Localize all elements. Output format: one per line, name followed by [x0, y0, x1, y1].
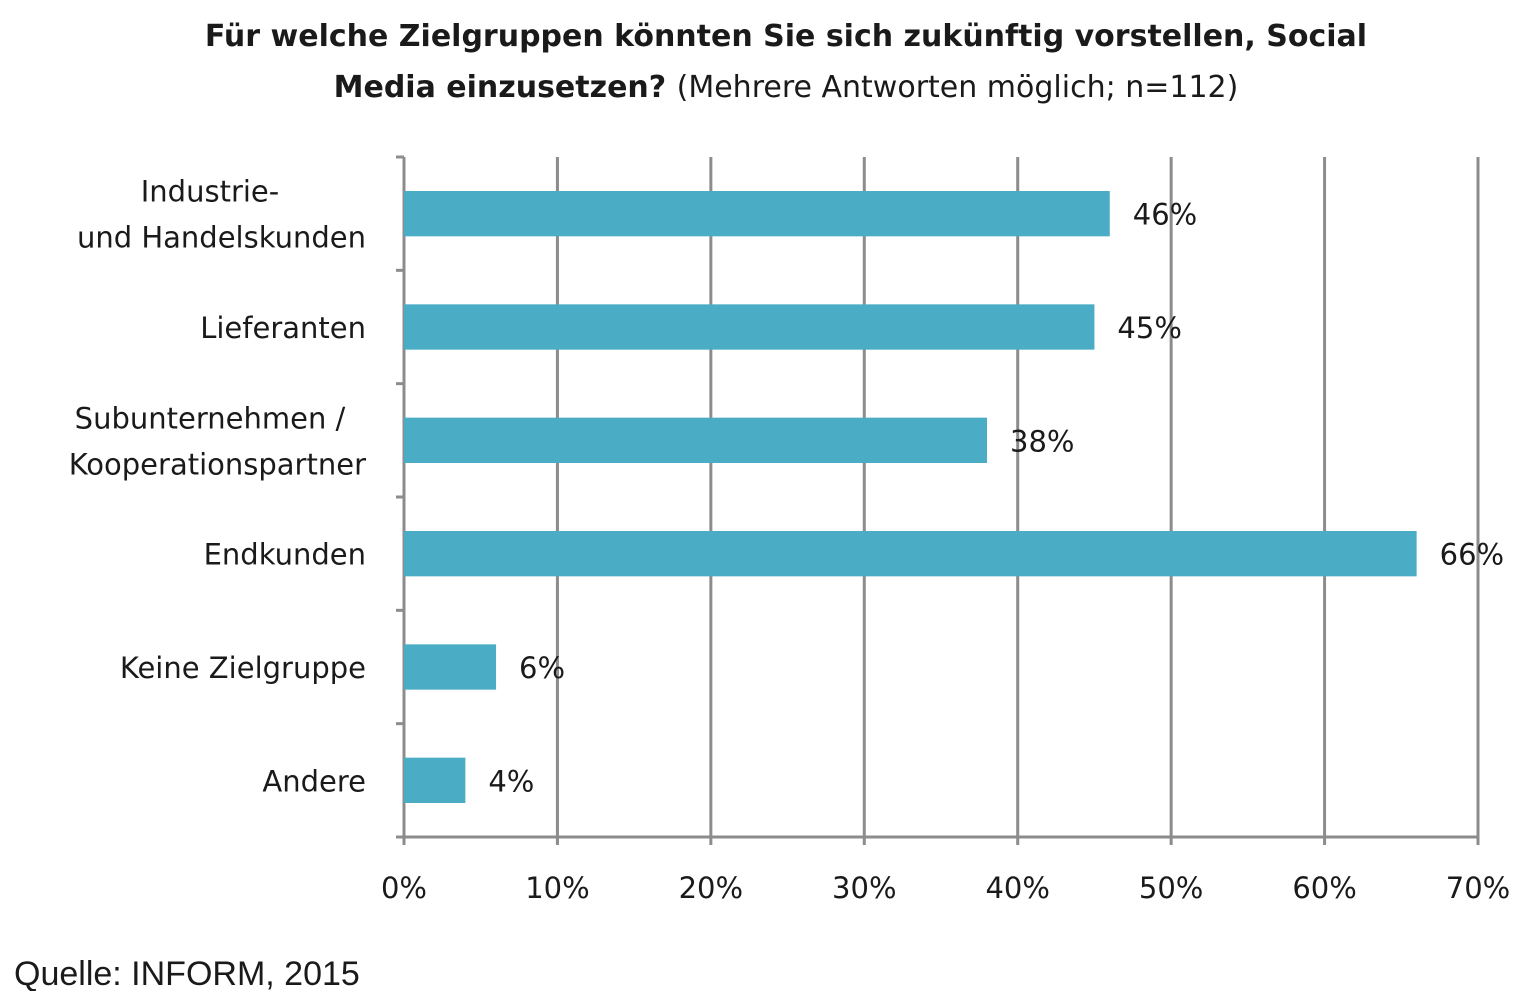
- bar: [404, 304, 1095, 350]
- x-tick-label: 60%: [1292, 871, 1356, 905]
- data-label: 46%: [1133, 198, 1197, 232]
- bar: [404, 644, 497, 690]
- x-tick-label: 70%: [1446, 871, 1510, 905]
- category-label-line: Keine Zielgruppe: [120, 651, 366, 685]
- chart-title: Für welche Zielgruppen könnten Sie sich …: [205, 19, 1367, 105]
- axes: 0% 10% 20% 30% 40% 50% 60% 70%: [381, 155, 1510, 905]
- data-label: 6%: [519, 651, 565, 685]
- x-tick-label: 50%: [1139, 871, 1203, 905]
- x-tick-label: 30%: [832, 871, 896, 905]
- data-label: 45%: [1117, 311, 1181, 345]
- category-label: Endkunden: [204, 538, 366, 572]
- category-label-line: Andere: [262, 764, 366, 798]
- source-note: Quelle: INFORM, 2015: [14, 955, 360, 991]
- x-tick-label: 10%: [525, 871, 589, 905]
- data-label: 66%: [1440, 538, 1504, 572]
- category-label: Lieferanten: [200, 311, 366, 345]
- x-tick-label: 20%: [679, 871, 743, 905]
- x-tick-label: 40%: [985, 871, 1049, 905]
- bars: [404, 191, 1417, 803]
- grid-lines: [555, 157, 1480, 837]
- category-label-line: Industrie-: [141, 175, 280, 209]
- bar: [404, 417, 988, 463]
- category-label: Andere: [262, 764, 366, 798]
- data-label: 4%: [488, 764, 534, 798]
- bar: [404, 531, 1417, 577]
- category-label: Subunternehmen / Kooperationspartner: [69, 401, 366, 481]
- x-tick-label: 0%: [381, 871, 427, 905]
- chart-title-line-1: Für welche Zielgruppen könnten Sie sich …: [205, 19, 1367, 54]
- chart-title-line-2: Media einzusetzen? (Mehrere Antworten mö…: [334, 70, 1239, 105]
- category-label-line: Lieferanten: [200, 311, 366, 345]
- labels: 46% Industrie-und Handelskunden 45% Liefera…: [69, 175, 1504, 799]
- category-label-line: und Handelskunden: [77, 221, 366, 255]
- chart-subtitle: (Mehrere Antworten möglich; n=112): [677, 70, 1239, 105]
- category-label: Industrie-und Handelskunden: [77, 175, 366, 255]
- category-label-line: Kooperationspartner: [69, 447, 366, 481]
- bar: [404, 757, 466, 803]
- category-label-line: Subunternehmen /: [75, 401, 346, 435]
- category-label-line: Endkunden: [204, 538, 366, 572]
- bar: [404, 191, 1110, 237]
- data-label: 38%: [1010, 424, 1074, 458]
- category-label: Keine Zielgruppe: [120, 651, 366, 685]
- chart-title-bold-part: Media einzusetzen?: [334, 70, 677, 105]
